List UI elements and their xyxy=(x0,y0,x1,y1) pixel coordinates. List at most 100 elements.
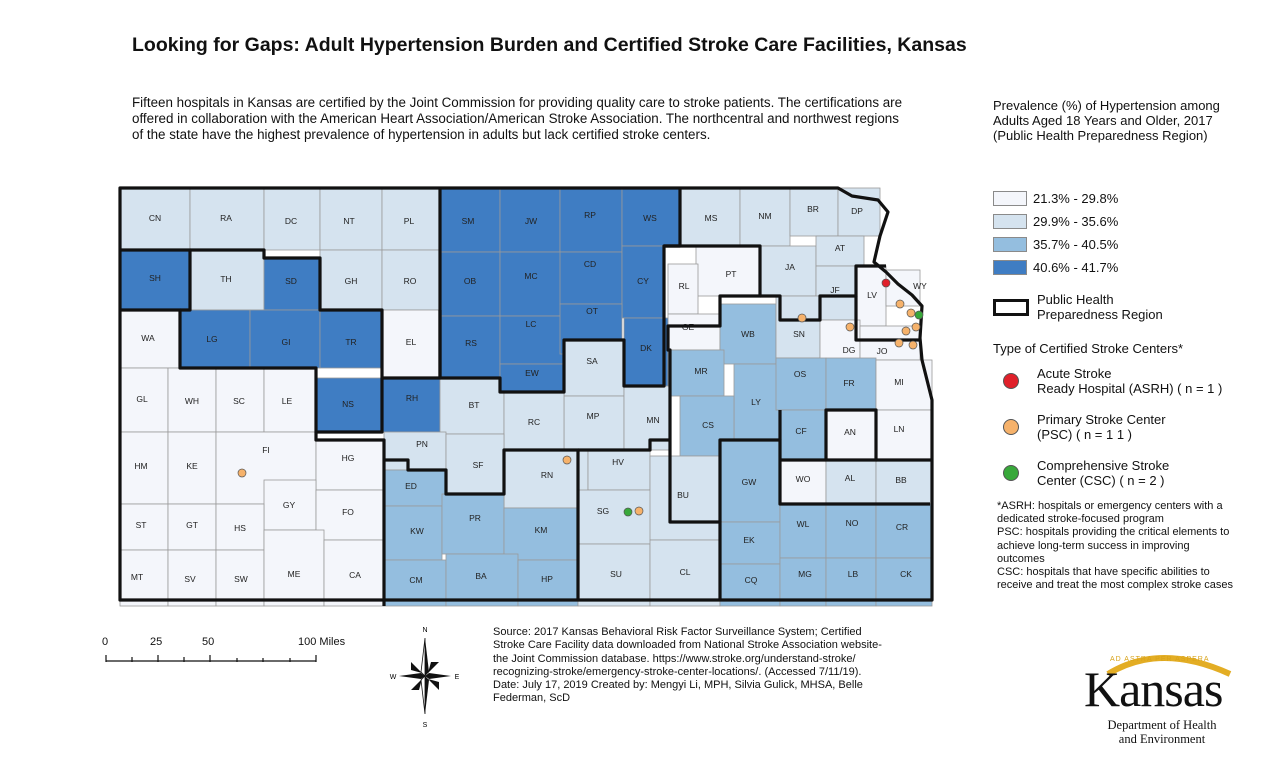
scale-label-0: 0 xyxy=(102,636,109,648)
source-line: Source: 2017 Kansas Behavioral Risk Fact… xyxy=(493,626,862,638)
county-label-fo: FO xyxy=(342,507,354,517)
county-ge xyxy=(667,313,721,351)
county-lc xyxy=(499,315,565,365)
source-line: recognizing-stroke/emergency-stroke-cent… xyxy=(493,665,862,678)
legend-type-line1: Comprehensive Stroke xyxy=(1037,458,1170,473)
county-ms xyxy=(679,187,741,247)
source-line: Federman, ScD xyxy=(493,692,571,705)
county-label-wo: WO xyxy=(796,474,811,484)
county-fo xyxy=(315,489,385,541)
county-label-ja: JA xyxy=(785,262,795,272)
county-me xyxy=(263,529,325,607)
county-label-sd: SD xyxy=(285,276,297,286)
note-csc: CSC: hospitals that have specific abilit… xyxy=(997,566,1233,592)
intro-text: Fifteen hospitals in Kansas are certifie… xyxy=(132,95,903,142)
legend-class-label: 21.3% - 29.8% xyxy=(1033,191,1119,206)
county-label-cy: CY xyxy=(637,276,649,286)
county-label-gh: GH xyxy=(345,276,358,286)
logo-wordmark: Kansas xyxy=(1084,661,1223,717)
county-label-ed: ED xyxy=(405,481,417,491)
county-label-br: BR xyxy=(807,204,819,214)
county-label-cq: CQ xyxy=(745,575,758,585)
county-label-bb: BB xyxy=(895,475,907,485)
county-hg xyxy=(315,439,385,491)
county-label-ot: OT xyxy=(586,306,598,316)
county-label-nm: NM xyxy=(758,211,771,221)
county-label-fr: FR xyxy=(843,378,854,388)
county-label-ns: NS xyxy=(342,399,354,409)
scale-label-25: 25 xyxy=(150,636,163,648)
county-label-mp: MP xyxy=(587,411,600,421)
county-mp xyxy=(563,395,625,451)
county-label-jw: JW xyxy=(525,216,537,226)
county-label-os: OS xyxy=(794,369,807,379)
logo-sunflower-arc-icon xyxy=(1106,655,1232,677)
county-label-mg: MG xyxy=(798,569,812,579)
county-label-st: ST xyxy=(136,520,147,530)
county-br xyxy=(789,187,839,237)
psc-site-marker xyxy=(906,308,916,318)
county-label-rs: RS xyxy=(465,338,477,348)
region-boundary xyxy=(760,264,886,322)
county-label-sf: SF xyxy=(473,460,484,470)
county-label-tr: TR xyxy=(345,337,356,347)
legend-class-label: 35.7% - 40.5% xyxy=(1033,237,1119,252)
county-label-cn: CN xyxy=(149,213,161,223)
region-boundary xyxy=(384,448,580,600)
county-label-km: KM xyxy=(535,525,548,535)
region-swatch xyxy=(993,298,1029,316)
red-dot-icon xyxy=(1003,373,1019,389)
note-psc: PSC: hospitals providing the critical el… xyxy=(997,526,1230,565)
county-mc xyxy=(499,251,565,317)
county-gi xyxy=(249,309,321,369)
county-label-pr: PR xyxy=(469,513,481,523)
logo-subtitle: Department of Health and Environment xyxy=(1107,718,1217,746)
legend-swatch xyxy=(993,191,1027,206)
legend-class-label: 29.9% - 35.6% xyxy=(1033,214,1119,229)
county-fr xyxy=(825,357,877,411)
county-ja xyxy=(759,245,817,297)
psc-site-marker xyxy=(797,313,807,323)
county-label-ws: WS xyxy=(643,213,657,223)
county-label-th: TH xyxy=(220,274,231,284)
county-label-sa: SA xyxy=(586,356,598,366)
psc-site-marker xyxy=(911,322,921,332)
legend-swatch xyxy=(993,214,1027,229)
county-label-cl: CL xyxy=(680,567,691,577)
county-label-dc: DC xyxy=(285,216,297,226)
scale-label-50: 50 xyxy=(202,636,215,648)
county-mt xyxy=(119,549,169,607)
county-label-dp: DP xyxy=(851,206,863,216)
map-title: Looking for Gaps: Adult Hypertension Bur… xyxy=(132,34,967,56)
county-label-rp: RP xyxy=(584,210,596,220)
region-boundary xyxy=(120,248,192,312)
county-label-bt: BT xyxy=(469,400,480,410)
psc-site-marker xyxy=(562,455,572,465)
county-sw xyxy=(215,549,265,607)
county-label-hm: HM xyxy=(134,461,147,471)
county-layer xyxy=(119,187,933,607)
county-nm xyxy=(739,187,791,247)
county-bt xyxy=(439,377,505,435)
county-ns xyxy=(315,377,383,433)
county-label-mc: MC xyxy=(524,271,537,281)
county-cf xyxy=(779,409,827,461)
county-hs xyxy=(215,503,265,551)
county-label-fi: FI xyxy=(262,445,270,455)
county-label-cf: CF xyxy=(795,426,806,436)
county-pn xyxy=(383,431,447,471)
county-label-ob: OB xyxy=(464,276,477,286)
county-ke xyxy=(167,431,217,505)
psc-site-marker xyxy=(634,506,644,516)
county-ly xyxy=(733,363,781,445)
source-line: Stroke Care Facility data downloaded fro… xyxy=(493,639,882,652)
county-lb xyxy=(825,557,877,607)
kdhe-logo: AD ASTRA PER ASPERA Kansas Department of… xyxy=(1080,648,1240,748)
county-no xyxy=(825,503,877,559)
county-cm xyxy=(383,559,447,607)
county-label-kw: KW xyxy=(410,526,424,536)
county-label-dk: DK xyxy=(640,343,652,353)
psc-site-marker xyxy=(845,322,855,332)
county-label-ly: LY xyxy=(751,397,761,407)
county-label-su: SU xyxy=(610,569,622,579)
